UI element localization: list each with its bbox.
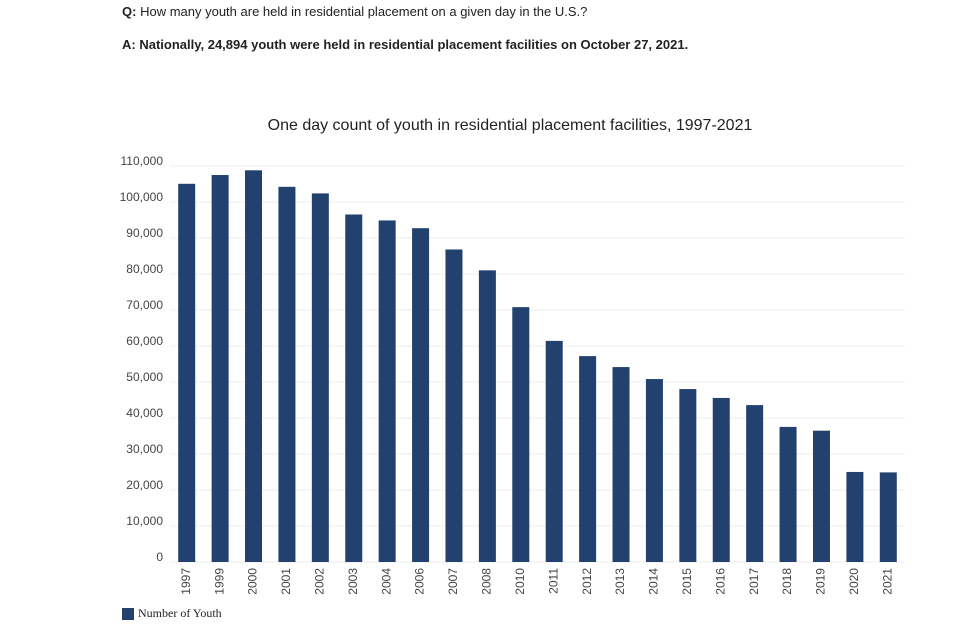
x-tick-label: 2001 (279, 568, 293, 595)
bar (378, 220, 396, 562)
y-tick-label: 20,000 (126, 478, 163, 492)
x-tick-label: 2010 (513, 568, 527, 595)
bar (746, 405, 764, 562)
bar (512, 307, 530, 562)
y-tick-label: 90,000 (126, 226, 163, 240)
bar (679, 389, 697, 562)
x-tick-label: 2004 (379, 568, 393, 595)
bar (612, 367, 630, 562)
chart-title: One day count of youth in residential pl… (268, 117, 753, 134)
bar (645, 379, 663, 562)
question-label: Q: (122, 4, 137, 19)
y-tick-label: 30,000 (126, 442, 163, 456)
bar (812, 430, 830, 562)
x-tick-label: 2002 (313, 568, 327, 595)
bar (412, 228, 430, 562)
y-tick-label: 10,000 (126, 514, 163, 528)
x-tick-label: 2020 (847, 568, 861, 595)
legend-swatch (122, 608, 134, 620)
bar (278, 186, 296, 563)
question: Q: How many youth are held in residentia… (122, 4, 587, 19)
bar (579, 356, 597, 562)
x-tick-label: 2021 (880, 568, 894, 595)
bar (445, 249, 463, 562)
y-tick-label: 70,000 (126, 298, 163, 312)
x-tick-label: 2008 (480, 568, 494, 595)
x-tick-label: 2015 (680, 568, 694, 595)
x-tick-label: 1999 (212, 568, 226, 595)
bar (245, 170, 263, 562)
x-tick-label: 2003 (346, 568, 360, 595)
bar (712, 397, 730, 562)
x-tick-label: 2012 (580, 568, 594, 595)
bar (879, 472, 897, 562)
x-tick-label: 2007 (446, 568, 460, 595)
bar (545, 340, 563, 562)
answer-label: A: (122, 37, 136, 52)
y-tick-label: 60,000 (126, 334, 163, 348)
x-tick-label: 2018 (780, 568, 794, 595)
bar (178, 183, 196, 562)
x-tick-label: 2006 (413, 568, 427, 595)
x-tick-label: 2013 (613, 568, 627, 595)
answer-text: Nationally, 24,894 youth were held in re… (139, 37, 689, 52)
answer: A: Nationally, 24,894 youth were held in… (122, 37, 688, 52)
y-tick-label: 110,000 (121, 154, 164, 168)
bar (311, 193, 329, 562)
x-tick-label: 1997 (179, 568, 193, 595)
bar (846, 471, 864, 562)
x-tick-label: 2016 (713, 568, 727, 595)
y-tick-label: 40,000 (126, 406, 163, 420)
bar (345, 214, 363, 562)
x-tick-label: 2017 (747, 568, 761, 595)
bar (779, 426, 797, 562)
bar (478, 270, 496, 562)
x-tick-label: 2000 (246, 568, 260, 595)
bar (211, 175, 229, 562)
y-tick-label: 80,000 (126, 262, 163, 276)
y-tick-label: 100,000 (120, 190, 164, 204)
y-tick-label: 0 (156, 550, 163, 564)
y-tick-label: 50,000 (126, 370, 163, 384)
x-tick-label: 2011 (546, 568, 560, 594)
x-tick-label: 2014 (647, 568, 661, 595)
x-tick-label: 2019 (814, 568, 828, 595)
question-text: How many youth are held in residential p… (140, 4, 588, 19)
legend-label: Number of Youth (138, 606, 222, 620)
